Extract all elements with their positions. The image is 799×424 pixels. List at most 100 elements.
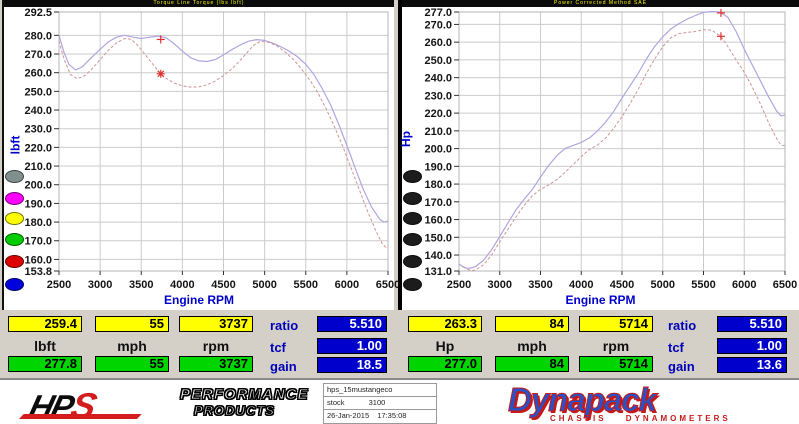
run-time: 17:35:08 [377, 411, 407, 420]
run-circle-1[interactable] [5, 192, 24, 205]
power-peak-value: 277.0 [408, 356, 482, 372]
power-chart-panel: 277.0 270.0 260.0 250.0 240.0 230.0 220.0 210.0… [398, 0, 799, 310]
power-cursor-value: 263.3 [408, 316, 482, 332]
run-circle-3[interactable] [403, 233, 422, 246]
svg-text:5000: 5000 [651, 279, 675, 291]
run-circle-4[interactable] [5, 255, 24, 268]
svg-text:220.0: 220.0 [24, 142, 52, 154]
dynapack-dynamometers-text: DYNAMOMETERS [625, 414, 731, 423]
tcf-value-right: 1.00 [717, 338, 787, 354]
svg-text:3000: 3000 [488, 279, 512, 291]
hps-products-text: PRODUCTS [193, 402, 275, 418]
torque-y-axis-label: lbft [8, 135, 23, 155]
svg-text:230.0: 230.0 [24, 124, 52, 136]
run-detail-value: 3100 [368, 398, 386, 407]
svg-text:6000: 6000 [335, 279, 359, 291]
rpm-peak-value-right: 5714 [579, 356, 653, 372]
dynapack-chassis-text: CHASSIS [550, 414, 607, 423]
svg-text:270.0: 270.0 [24, 49, 52, 61]
svg-text:170.0: 170.0 [424, 197, 452, 209]
svg-text:2500: 2500 [447, 279, 471, 291]
svg-text:190.0: 190.0 [24, 198, 52, 210]
run-circle-4[interactable] [403, 255, 422, 268]
svg-text:170.0: 170.0 [24, 236, 52, 248]
tcf-value-left: 1.00 [317, 338, 387, 354]
svg-text:160.0: 160.0 [424, 215, 452, 227]
run-info-box: hps_15mustangeco stock 3100 26-Jan-2015 … [323, 383, 437, 424]
speed-peak-value-left: 55 [95, 356, 169, 372]
ratio-label-left: ratio [270, 318, 299, 333]
svg-text:160.0: 160.0 [24, 254, 52, 266]
svg-text:250.0: 250.0 [24, 86, 52, 98]
torque-chart-titlebar: Torque Line Torque (lbs lbft) [4, 0, 394, 7]
gain-label-right: gain [668, 359, 695, 374]
run-circle-0[interactable] [5, 170, 24, 183]
gain-label-left: gain [270, 359, 297, 374]
svg-text:180.0: 180.0 [424, 179, 452, 191]
gain-value-right: 13.6 [717, 357, 787, 373]
run-circle-3[interactable] [5, 233, 24, 246]
svg-text:6000: 6000 [732, 279, 756, 291]
run-detail-label: stock [327, 398, 345, 407]
ratio-value-left: 5.510 [317, 316, 387, 332]
speed-peak-value-right: 84 [495, 356, 569, 372]
svg-text:140.0: 140.0 [424, 250, 452, 262]
svg-text:4500: 4500 [610, 279, 634, 291]
svg-text:6500: 6500 [376, 279, 400, 291]
run-circle-2[interactable] [403, 212, 422, 225]
hps-logo: HPS PERFORMANCE PRODUCTS [19, 385, 330, 424]
svg-text:250.0: 250.0 [424, 55, 452, 67]
ratio-value-right: 5.510 [717, 316, 787, 332]
rpm-cursor-value-left: 3737 [179, 316, 253, 332]
svg-text:200.0: 200.0 [24, 180, 52, 192]
run-name-field[interactable]: hps_15mustangeco [324, 384, 436, 397]
footer-bar: HPS PERFORMANCE PRODUCTS hps_15mustangec… [0, 378, 799, 424]
power-y-axis-label: Hp [399, 131, 413, 147]
run-date: 26-Jan-2015 [327, 411, 370, 420]
run-timestamp-field[interactable]: 26-Jan-2015 17:35:08 [324, 410, 436, 423]
run-circle-2[interactable] [5, 212, 24, 225]
torque-unit-label: lbft [34, 338, 56, 354]
rpm-unit-label-left: rpm [202, 338, 230, 354]
torque-peak-value: 277.8 [8, 356, 82, 372]
tcf-label-left: tcf [270, 340, 286, 355]
run-circle-1[interactable] [403, 192, 422, 205]
svg-text:190.0: 190.0 [424, 161, 452, 173]
svg-text:292.5: 292.5 [24, 7, 52, 19]
hps-logo-mark: HPS [19, 385, 142, 424]
svg-text:5000: 5000 [252, 279, 276, 291]
run-circle-5[interactable] [403, 278, 422, 291]
svg-text:277.0: 277.0 [424, 7, 452, 19]
speed-unit-label-right: mph [517, 338, 547, 354]
dynapack-logo-text: Dynapack [508, 381, 658, 419]
svg-text:3500: 3500 [129, 279, 153, 291]
svg-text:200.0: 200.0 [424, 144, 452, 156]
hps-logo-underline [19, 414, 142, 419]
svg-text:280.0: 280.0 [24, 30, 52, 42]
svg-text:131.0: 131.0 [424, 266, 452, 278]
speed-cursor-value-right: 84 [495, 316, 569, 332]
run-circle-0[interactable] [403, 170, 422, 183]
gain-value-left: 18.5 [317, 357, 387, 373]
hps-performance-text: PERFORMANCE [179, 385, 309, 403]
svg-text:260.0: 260.0 [24, 68, 52, 80]
svg-text:153.8: 153.8 [24, 266, 52, 278]
torque-x-axis-label: Engine RPM [163, 293, 234, 307]
svg-text:3000: 3000 [88, 279, 112, 291]
speed-cursor-value-left: 55 [95, 316, 169, 332]
torque-cursor-value: 259.4 [8, 316, 82, 332]
run-circle-5[interactable] [5, 278, 24, 291]
svg-text:4500: 4500 [211, 279, 235, 291]
tcf-label-right: tcf [668, 340, 684, 355]
svg-text:180.0: 180.0 [24, 217, 52, 229]
torque-chart: 292.5 280.0 270.0 260.0 250.0 240.0 230.0 220.0… [24, 7, 400, 291]
power-chart-titlebar: Power Corrected Method SAE [402, 0, 799, 7]
run-detail-field[interactable]: stock 3100 [324, 397, 436, 410]
svg-text:220.0: 220.0 [424, 108, 452, 120]
svg-text:150.0: 150.0 [424, 232, 452, 244]
svg-text:6500: 6500 [773, 279, 797, 291]
svg-text:240.0: 240.0 [424, 73, 452, 85]
rpm-unit-label-right: rpm [602, 338, 630, 354]
